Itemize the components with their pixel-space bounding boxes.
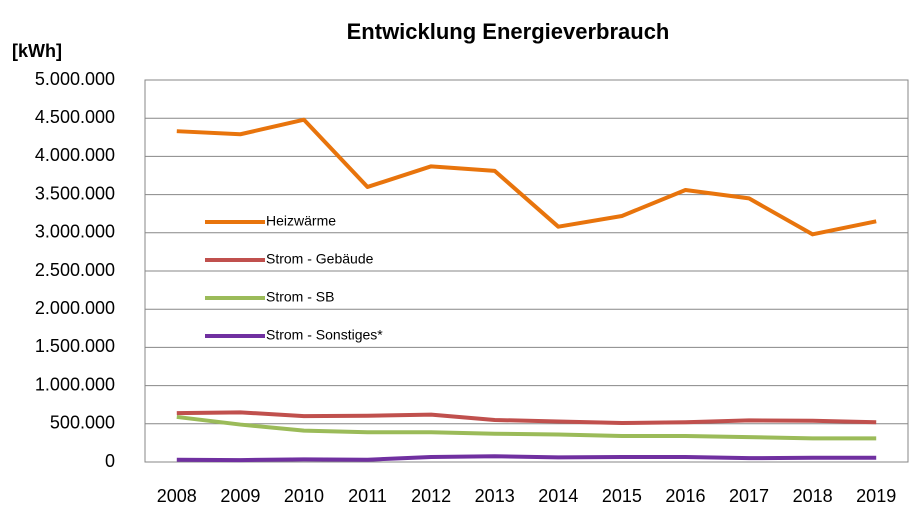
x-tick-label: 2015	[602, 486, 642, 506]
x-tick-label: 2012	[411, 486, 451, 506]
x-tick-label: 2016	[665, 486, 705, 506]
series-line	[176, 414, 877, 441]
plot-border	[144, 79, 909, 463]
chart-title: Entwicklung Energieverbrauch	[347, 19, 670, 44]
y-tick-label: 3.500.000	[35, 183, 115, 203]
y-tick-label: 1.000.000	[35, 374, 115, 394]
y-tick-label: 2.500.000	[35, 260, 115, 280]
y-tick-label: 5.000.000	[35, 69, 115, 89]
y-tick-label: 500.000	[50, 413, 115, 433]
series-line	[176, 454, 877, 463]
legend-label: Strom - Sonstiges*	[266, 327, 383, 343]
x-tick-label: 2013	[475, 486, 515, 506]
y-tick-label: 1.500.000	[35, 336, 115, 356]
x-tick-label: 2014	[538, 486, 578, 506]
legend-label: Strom - Gebäude	[266, 251, 374, 267]
y-tick-label: 2.000.000	[35, 298, 115, 318]
x-tick-label: 2009	[220, 486, 260, 506]
y-tick-label: 0	[105, 451, 115, 471]
x-tick-label: 2018	[793, 486, 833, 506]
y-tick-label: 4.000.000	[35, 145, 115, 165]
y-axis-label: [kWh]	[12, 41, 62, 61]
series-line	[176, 117, 877, 237]
series-line	[176, 410, 877, 426]
x-tick-label: 2008	[157, 486, 197, 506]
x-tick-label: 2017	[729, 486, 769, 506]
x-tick-label: 2011	[348, 486, 387, 506]
x-tick-label: 2010	[284, 486, 324, 506]
y-tick-label: 3.000.000	[35, 222, 115, 242]
x-tick-label: 2019	[856, 486, 896, 506]
legend-label: Strom - SB	[266, 289, 334, 305]
y-tick-label: 4.500.000	[35, 107, 115, 127]
legend-label: Heizwärme	[266, 213, 336, 229]
